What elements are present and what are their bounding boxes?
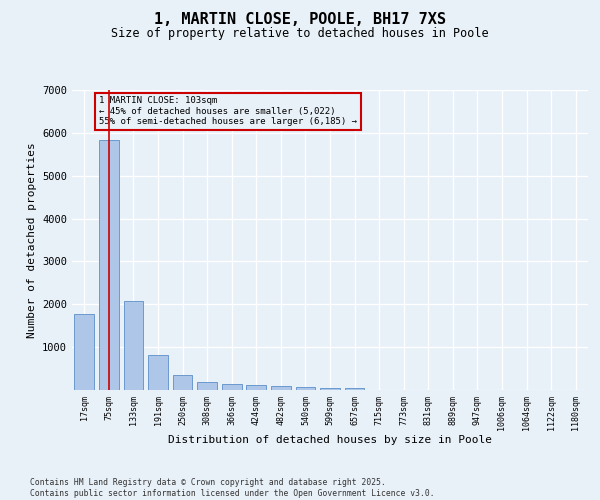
- Bar: [222, 384, 242, 390]
- Bar: [173, 376, 193, 390]
- Y-axis label: Number of detached properties: Number of detached properties: [26, 142, 37, 338]
- X-axis label: Distribution of detached houses by size in Poole: Distribution of detached houses by size …: [168, 436, 492, 446]
- Bar: [197, 382, 217, 390]
- Bar: [320, 388, 340, 390]
- Bar: [124, 301, 143, 390]
- Bar: [247, 386, 266, 390]
- Bar: [296, 388, 315, 390]
- Text: Contains HM Land Registry data © Crown copyright and database right 2025.
Contai: Contains HM Land Registry data © Crown c…: [30, 478, 434, 498]
- Bar: [74, 314, 94, 390]
- Text: Size of property relative to detached houses in Poole: Size of property relative to detached ho…: [111, 28, 489, 40]
- Bar: [148, 355, 168, 390]
- Bar: [271, 386, 290, 390]
- Text: 1, MARTIN CLOSE, POOLE, BH17 7XS: 1, MARTIN CLOSE, POOLE, BH17 7XS: [154, 12, 446, 28]
- Bar: [99, 140, 119, 390]
- Text: 1 MARTIN CLOSE: 103sqm
← 45% of detached houses are smaller (5,022)
55% of semi-: 1 MARTIN CLOSE: 103sqm ← 45% of detached…: [99, 96, 357, 126]
- Bar: [345, 388, 364, 390]
